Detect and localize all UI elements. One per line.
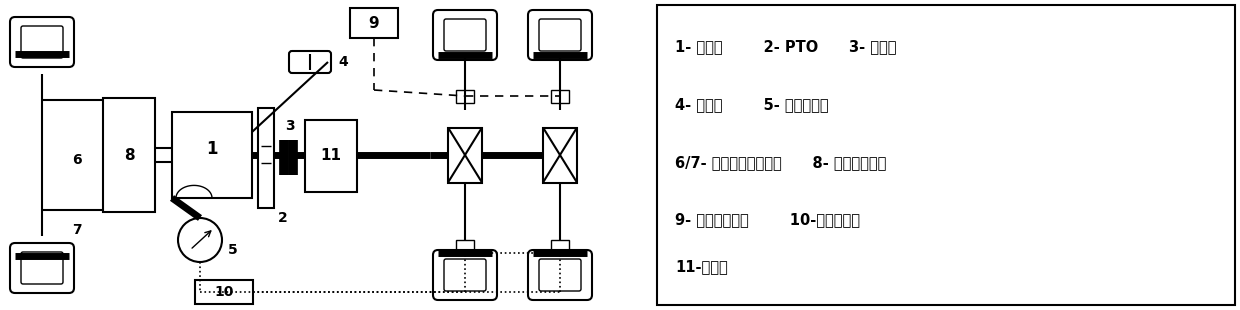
Text: 9- 气压制动系统        10-整车控制器: 9- 气压制动系统 10-整车控制器 xyxy=(675,212,861,228)
Text: 4: 4 xyxy=(339,55,347,69)
Text: 4- 蓄能器        5- 液压变量泵: 4- 蓄能器 5- 液压变量泵 xyxy=(675,98,828,113)
FancyBboxPatch shape xyxy=(289,51,331,73)
Text: 1: 1 xyxy=(206,140,218,158)
FancyBboxPatch shape xyxy=(444,19,486,51)
Text: 6: 6 xyxy=(72,153,82,167)
Text: 10: 10 xyxy=(215,285,233,299)
FancyBboxPatch shape xyxy=(10,17,74,67)
FancyBboxPatch shape xyxy=(528,10,591,60)
Text: 11: 11 xyxy=(320,148,341,163)
Bar xyxy=(172,112,252,198)
Text: 2: 2 xyxy=(278,211,288,225)
Bar xyxy=(305,120,357,192)
FancyBboxPatch shape xyxy=(433,10,497,60)
Text: 6/7- 前轮轮毂液压马达      8- 液压控制阀组: 6/7- 前轮轮毂液压马达 8- 液压控制阀组 xyxy=(675,156,887,171)
Text: 1- 发动机        2- PTO      3- 离合器: 1- 发动机 2- PTO 3- 离合器 xyxy=(675,39,897,55)
Text: 9: 9 xyxy=(368,16,379,30)
Text: 8: 8 xyxy=(124,148,134,162)
FancyBboxPatch shape xyxy=(528,250,591,300)
Bar xyxy=(456,90,474,103)
FancyBboxPatch shape xyxy=(539,259,582,291)
Bar xyxy=(258,108,274,208)
Bar xyxy=(657,5,1235,305)
FancyBboxPatch shape xyxy=(444,259,486,291)
Bar xyxy=(448,127,482,183)
Text: 5: 5 xyxy=(228,243,238,257)
Bar xyxy=(350,8,398,38)
Bar xyxy=(551,90,569,103)
Bar xyxy=(456,240,474,253)
Bar xyxy=(551,240,569,253)
Text: 11-变速器: 11-变速器 xyxy=(675,259,728,274)
FancyBboxPatch shape xyxy=(539,19,582,51)
FancyBboxPatch shape xyxy=(21,252,63,284)
Bar xyxy=(543,127,577,183)
FancyBboxPatch shape xyxy=(21,26,63,58)
FancyBboxPatch shape xyxy=(433,250,497,300)
FancyBboxPatch shape xyxy=(10,243,74,293)
Text: 3: 3 xyxy=(285,119,295,133)
Bar xyxy=(195,280,253,304)
Bar xyxy=(103,98,155,212)
Text: 7: 7 xyxy=(72,223,82,237)
